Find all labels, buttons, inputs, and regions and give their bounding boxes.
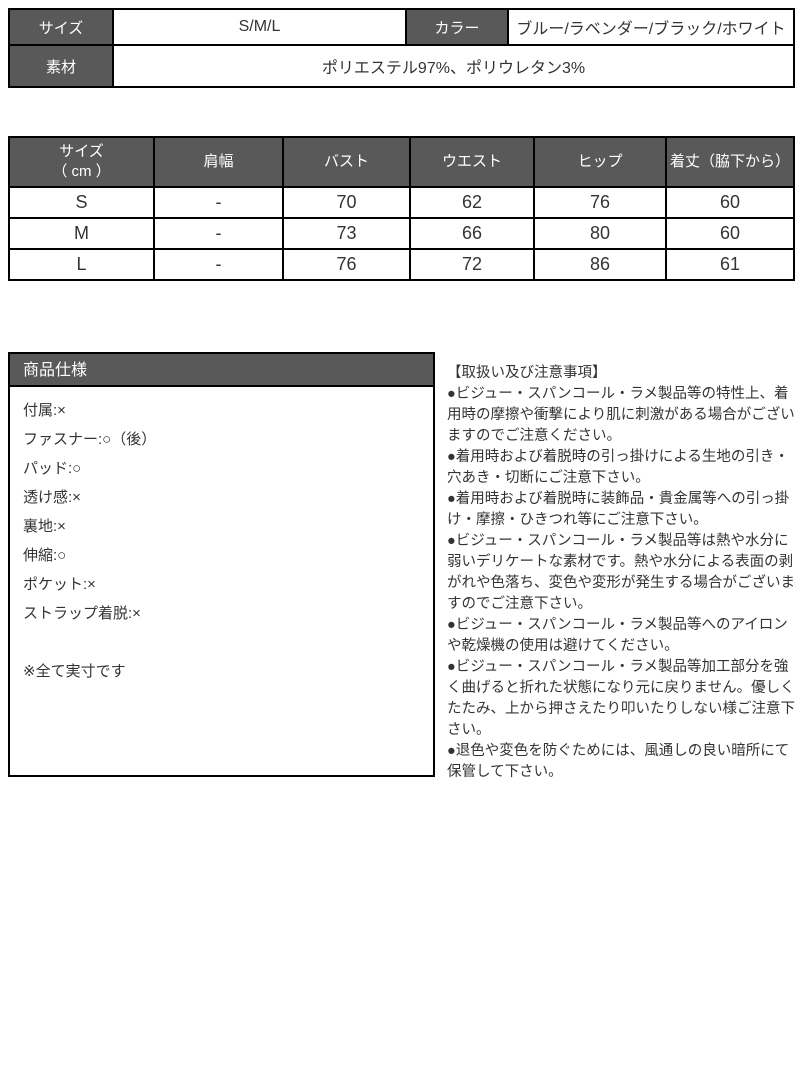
spec-item-accessory: 付属:× xyxy=(23,402,66,419)
length-cell: 60 xyxy=(665,217,795,250)
product-spec-box: 商品仕様 付属:× ファスナー:○（後） パッド:○ 透け感:× 裏地:× 伸縮… xyxy=(8,352,435,777)
size-color-material-table: サイズ S/M/L カラー ブルー/ラベンダー/ブラック/ホワイト 素材 ポリエ… xyxy=(8,8,795,88)
size-row-m: M - 73 66 80 60 xyxy=(8,217,795,250)
hip-cell: 86 xyxy=(533,248,667,281)
bust-cell: 70 xyxy=(282,186,411,219)
measurements-table: サイズ （ cm ） 肩幅 バスト ウエスト ヒップ 着丈（脇下から） S - … xyxy=(8,136,795,281)
material-value-cell: ポリエステル97%、ポリウレタン3% xyxy=(112,44,795,88)
care-note-friction: ●ビジュー・スパンコール・ラメ製品等の特性上、着用時の摩擦や衝撃により肌に刺激が… xyxy=(447,386,795,444)
length-header: 着丈（脇下から） xyxy=(665,136,795,188)
spec-item-fastener: ファスナー:○（後） xyxy=(23,431,157,448)
waist-header: ウエスト xyxy=(409,136,535,188)
bust-cell: 76 xyxy=(282,248,411,281)
care-notes: 【取扱い及び注意事項】 ●ビジュー・スパンコール・ラメ製品等の特性上、着用時の摩… xyxy=(447,363,797,783)
color-label-cell: カラー xyxy=(405,8,509,46)
hip-cell: 76 xyxy=(533,186,667,219)
hip-header: ヒップ xyxy=(533,136,667,188)
waist-cell: 66 xyxy=(409,217,535,250)
product-spec-title: 商品仕様 xyxy=(10,354,433,387)
measurements-header-row: サイズ （ cm ） 肩幅 バスト ウエスト ヒップ 着丈（脇下から） xyxy=(8,136,795,188)
shoulder-header: 肩幅 xyxy=(153,136,284,188)
shoulder-cell: - xyxy=(153,248,284,281)
care-note-jewelry: ●着用時および着脱時に装飾品・貴金属等への引っ掛け・摩擦・ひきつれ等にご注意下さ… xyxy=(447,491,790,528)
spec-actual-measurement-note: ※全て実寸です xyxy=(23,663,126,680)
spec-item-pocket: ポケット:× xyxy=(23,576,96,593)
size-cm-header-line2: （ cm ） xyxy=(52,163,111,180)
spec-item-stretch: 伸縮:○ xyxy=(23,547,67,564)
shoulder-cell: - xyxy=(153,186,284,219)
size-row-s: S - 70 62 76 60 xyxy=(8,186,795,219)
shoulder-cell: - xyxy=(153,217,284,250)
size-cell: L xyxy=(8,248,155,281)
size-row-l: L - 76 72 86 61 xyxy=(8,248,795,281)
care-note-bending: ●ビジュー・スパンコール・ラメ製品等加工部分を強く曲げると折れた状態になり元に戻… xyxy=(447,659,795,738)
care-note-heat-moisture: ●ビジュー・スパンコール・ラメ製品等は熱や水分に弱いデリケートな素材です。熱や水… xyxy=(447,533,795,612)
care-note-storage: ●退色や変色を防ぐためには、風通しの良い暗所にて保管して下さい。 xyxy=(447,743,790,780)
care-note-iron-dryer: ●ビジュー・スパンコール・ラメ製品等へのアイロンや乾燥機の使用は避けてください。 xyxy=(447,617,788,654)
spec-item-pad: パッド:○ xyxy=(23,460,82,477)
size-color-row: サイズ S/M/L カラー ブルー/ラベンダー/ブラック/ホワイト xyxy=(8,8,795,46)
product-spec-body: 付属:× ファスナー:○（後） パッド:○ 透け感:× 裏地:× 伸縮:○ ポケ… xyxy=(10,387,433,686)
length-cell: 61 xyxy=(665,248,795,281)
care-notes-title: 【取扱い及び注意事項】 xyxy=(447,365,607,381)
size-cm-header: サイズ （ cm ） xyxy=(8,136,155,188)
color-value-cell: ブルー/ラベンダー/ブラック/ホワイト xyxy=(507,8,795,46)
bust-header: バスト xyxy=(282,136,411,188)
spec-item-sheerness: 透け感:× xyxy=(23,489,81,506)
size-cell: S xyxy=(8,186,155,219)
bust-cell: 73 xyxy=(282,217,411,250)
spec-item-strap: ストラップ着脱:× xyxy=(23,605,141,622)
spec-item-lining: 裏地:× xyxy=(23,518,66,535)
size-label-cell: サイズ xyxy=(8,8,114,46)
hip-cell: 80 xyxy=(533,217,667,250)
size-cm-header-line1: サイズ xyxy=(59,143,104,160)
waist-cell: 62 xyxy=(409,186,535,219)
size-value-cell: S/M/L xyxy=(112,8,407,46)
care-note-snagging: ●着用時および着脱時の引っ掛けによる生地の引き・穴あき・切断にご注意下さい。 xyxy=(447,449,789,486)
size-cell: M xyxy=(8,217,155,250)
material-row: 素材 ポリエステル97%、ポリウレタン3% xyxy=(8,44,795,88)
material-label-cell: 素材 xyxy=(8,44,114,88)
length-cell: 60 xyxy=(665,186,795,219)
waist-cell: 72 xyxy=(409,248,535,281)
